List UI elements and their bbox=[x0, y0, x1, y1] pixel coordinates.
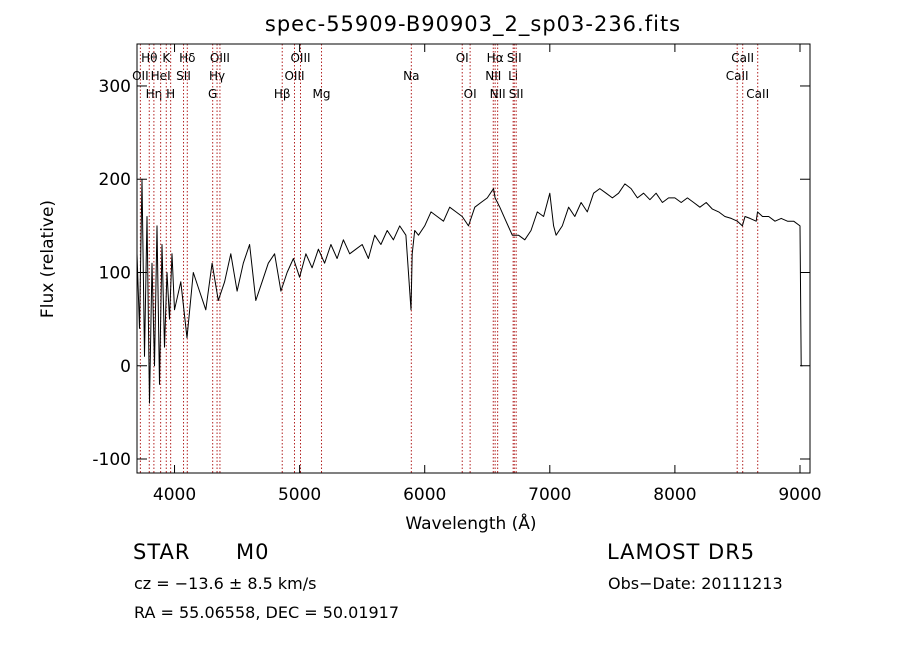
line-marker-label: CaII bbox=[726, 69, 749, 83]
spectrum-line bbox=[136, 178, 803, 404]
line-marker-label: G bbox=[208, 87, 217, 101]
line-marker-label: SII bbox=[507, 51, 522, 65]
line-marker-label: OI bbox=[456, 51, 469, 65]
spectrum-series bbox=[136, 178, 803, 404]
line-marker-label: Hη bbox=[146, 87, 163, 101]
y-tick-label: 0 bbox=[120, 357, 131, 377]
line-marker-label: SII bbox=[176, 69, 191, 83]
line-marker-label: CaII bbox=[746, 87, 769, 101]
line-marker-label: OIII bbox=[284, 69, 304, 83]
y-tick-label: 200 bbox=[99, 170, 131, 190]
line-marker-label: SII bbox=[509, 87, 524, 101]
line-marker-label: CaII bbox=[731, 51, 754, 65]
line-marker-label: Mg bbox=[313, 87, 331, 101]
line-marker-label: OII bbox=[132, 69, 149, 83]
x-tick-label: 6000 bbox=[403, 485, 446, 505]
line-marker-label: NII bbox=[490, 87, 506, 101]
observation-date: Obs−Date: 20111213 bbox=[608, 574, 783, 593]
line-marker-label: Na bbox=[403, 69, 419, 83]
x-tick-label: 7000 bbox=[528, 485, 571, 505]
object-subclass: M0 bbox=[236, 540, 270, 564]
y-axis: -100 0 100 200 300 bbox=[92, 77, 810, 470]
line-marker-label: OIII bbox=[210, 51, 230, 65]
y-axis-label: Flux (relative) bbox=[38, 200, 58, 318]
object-class: STAR bbox=[133, 540, 191, 564]
x-axis: 4000 5000 6000 7000 8000 9000 bbox=[153, 44, 822, 505]
line-marker-label: Hδ bbox=[179, 51, 195, 65]
line-marker-label: NII bbox=[485, 69, 501, 83]
line-marker-label: Hβ bbox=[274, 87, 291, 101]
line-marker-label: H bbox=[166, 87, 175, 101]
x-tick-label: 5000 bbox=[278, 485, 321, 505]
line-marker-label: Hγ bbox=[209, 69, 225, 83]
y-tick-label: -100 bbox=[92, 450, 131, 470]
line-marker-label: K bbox=[162, 51, 171, 65]
plot-frame bbox=[136, 43, 811, 474]
y-tick-label: 300 bbox=[99, 77, 131, 97]
y-tick-label: 100 bbox=[99, 263, 131, 283]
x-tick-label: 9000 bbox=[778, 485, 821, 505]
line-marker-label: Hα bbox=[487, 51, 504, 65]
line-marker-label: OI bbox=[464, 87, 477, 101]
sky-coordinates: RA = 55.06558, DEC = 50.01917 bbox=[134, 603, 400, 622]
chart-title: spec-55909-B90903_2_sp03-236.fits bbox=[265, 12, 681, 37]
line-marker-label: Li bbox=[508, 69, 518, 83]
line-marker-label: HeI bbox=[151, 69, 171, 83]
x-axis-label: Wavelength (Å) bbox=[405, 512, 536, 534]
line-marker-label: OIII bbox=[290, 51, 310, 65]
line-marker-label: Hθ bbox=[141, 51, 157, 65]
x-tick-label: 8000 bbox=[653, 485, 696, 505]
redshift-velocity: cz = −13.6 ± 8.5 km/s bbox=[134, 574, 317, 593]
x-tick-label: 4000 bbox=[153, 485, 196, 505]
survey-name: LAMOST DR5 bbox=[607, 540, 756, 564]
